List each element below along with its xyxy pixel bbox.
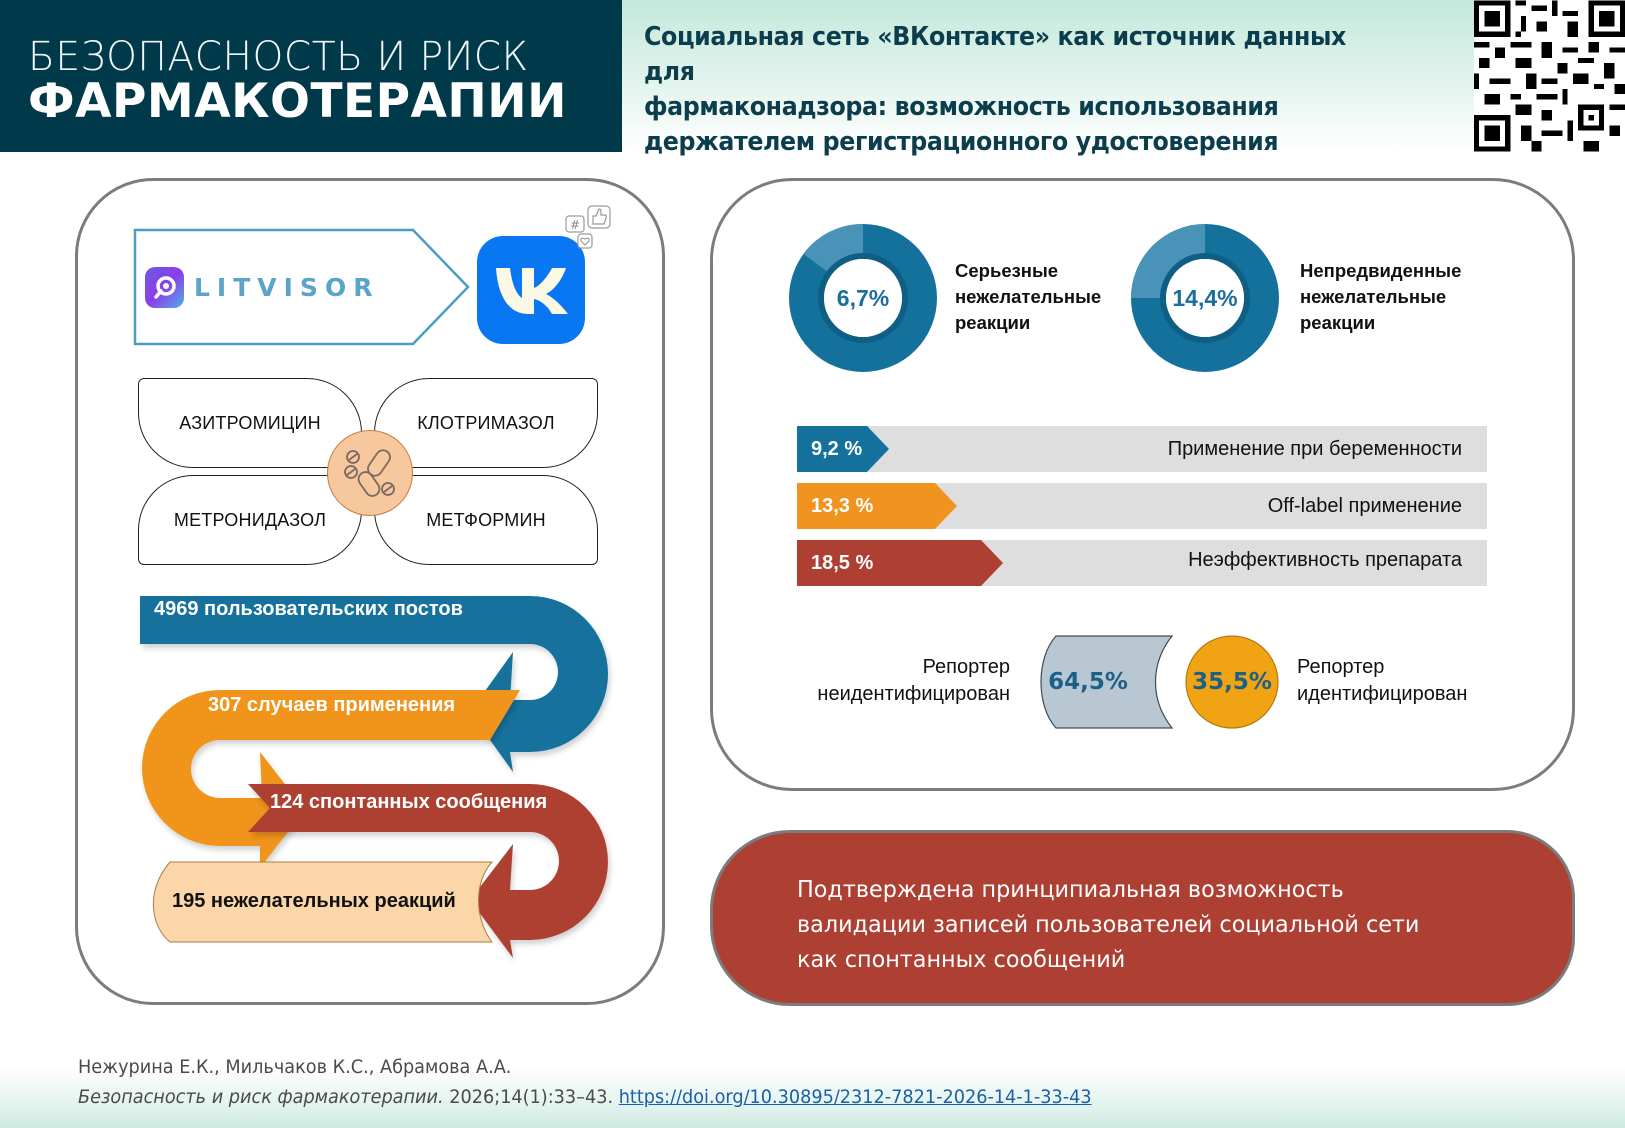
journal-name-line1: БЕЗОПАСНОСТЬ И РИСК <box>28 34 529 80</box>
litvisor-brand: LITVISOR <box>145 267 379 308</box>
donut-value: 6,7% <box>836 284 890 311</box>
social-reactions-icon: # <box>565 205 611 249</box>
svg-text:#: # <box>570 218 580 232</box>
journal-name-line2: ФАРМАКОТЕРАПИИ <box>28 74 567 129</box>
funnel-flow: 4969 пользовательских постов 307 случаев… <box>130 592 620 972</box>
article-header: Социальная сеть «ВКонтакте» как источник… <box>622 0 1625 157</box>
drug-item: МЕТФОРМИН <box>374 475 598 565</box>
bar-value: 13,3 % <box>811 495 874 517</box>
reporter-identified-label: Репортер идентифицирован <box>1297 656 1468 705</box>
litvisor-arrow-shape <box>133 228 470 346</box>
reporter-unidentified-label: Репортер неидентифицирован <box>817 656 1010 705</box>
funnel-step-reactions: 195 нежелательных реакций <box>172 890 456 912</box>
article-title: Социальная сеть «ВКонтакте» как источник… <box>644 20 1388 160</box>
funnel-step-reports: 124 спонтанных сообщения <box>270 791 548 813</box>
bar-value: 18,5 % <box>811 552 874 574</box>
drug-item: МЕТРОНИДАЗОЛ <box>138 475 362 565</box>
bar-off-label: 13,3 % Off-label применение <box>797 483 1487 529</box>
reporter-unidentified-shape <box>1040 635 1174 729</box>
donut-unexpected-adr: 14,4% <box>1131 224 1279 372</box>
title-line-3: держателем регистрационного удостоверени… <box>644 127 1279 157</box>
issue-info: 2026;14(1):33–43. <box>443 1086 619 1108</box>
qr-code-icon[interactable] <box>1474 0 1625 152</box>
vk-logo-icon <box>477 236 585 344</box>
reporter-identified-shape <box>1185 635 1279 729</box>
conclusion-box: Подтверждена принципиальная возможность … <box>710 830 1575 1006</box>
drug-item: АЗИТРОМИЦИН <box>138 378 362 468</box>
bar-label: Применение при беременности <box>1167 438 1462 460</box>
funnel-step-posts: 4969 пользовательских постов <box>154 598 463 620</box>
donut-value: 14,4% <box>1172 284 1238 311</box>
litvisor-logo-icon <box>145 267 184 308</box>
litvisor-name: LITVISOR <box>194 273 380 302</box>
citation: Безопасность и риск фармакотерапии. 2026… <box>78 1086 1092 1108</box>
doi-link[interactable]: https://doi.org/10.30895/2312-7821-2026-… <box>618 1086 1092 1108</box>
drug-list: АЗИТРОМИЦИН КЛОТРИМАЗОЛ МЕТРОНИДАЗОЛ МЕТ… <box>138 378 598 566</box>
donut-caption: Непредвиденные нежелательные реакции <box>1300 260 1462 333</box>
reporter-identified-value: 35,5% <box>1192 669 1272 695</box>
title-line-2: фармаконадзора: возможность использовани… <box>644 92 1279 122</box>
reporter-unidentified-value: 64,5% <box>1048 669 1128 695</box>
bar-value: 9,2 % <box>811 438 863 460</box>
drug-item: КЛОТРИМАЗОЛ <box>374 378 598 468</box>
donut-serious-adr: 6,7% <box>789 223 937 372</box>
bar-label: Неэффективность препарата <box>1188 549 1462 571</box>
bar-inefficacy: 18,5 % Неэффективность препарата <box>797 540 1487 586</box>
journal-brand-block: БЕЗОПАСНОСТЬ И РИСК ФАРМАКОТЕРАПИИ <box>0 0 622 152</box>
donut-caption: Серьезные нежелательные реакции <box>955 260 1102 333</box>
conclusion-text: Подтверждена принципиальная возможность … <box>797 877 1420 973</box>
citation-footer: Нежурина Е.К., Мильчаков К.С., Абрамова … <box>0 1040 1625 1128</box>
title-line-1: Социальная сеть «ВКонтакте» как источник… <box>644 22 1346 87</box>
journal-name: Безопасность и риск фармакотерапии. <box>78 1086 444 1108</box>
authors: Нежурина Е.К., Мильчаков К.С., Абрамова … <box>78 1056 512 1078</box>
funnel-step-cases: 307 случаев применения <box>208 694 456 716</box>
bar-pregnancy: 9,2 % Применение при беременности <box>797 426 1487 472</box>
pills-icon <box>327 430 413 516</box>
bar-label: Off-label применение <box>1267 495 1462 517</box>
